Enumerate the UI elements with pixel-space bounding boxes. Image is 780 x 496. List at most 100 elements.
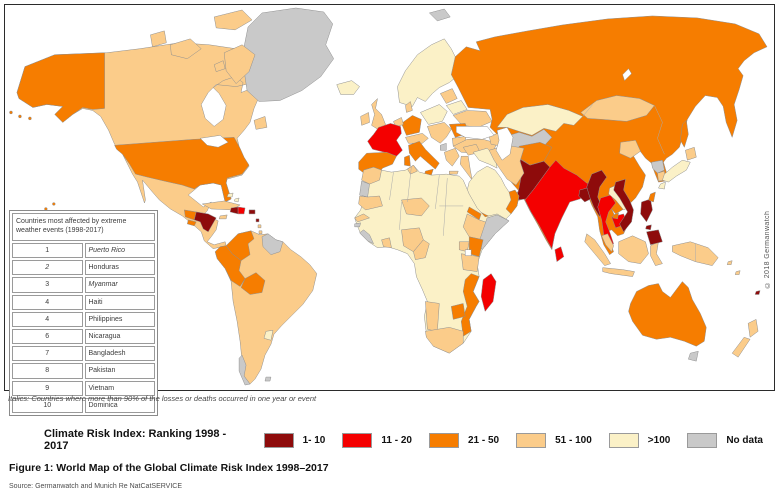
- source-line: Source: Germanwatch and Munich Re NatCat…: [9, 483, 183, 490]
- region-el-salvador: [187, 219, 197, 227]
- rank-cell: 4: [12, 294, 83, 310]
- region-bohai: [619, 140, 641, 159]
- rank-cell: 4: [12, 311, 83, 327]
- region-south-africa: [425, 327, 464, 354]
- region-ghana: [381, 237, 392, 248]
- region-svalbard: [429, 8, 451, 22]
- region-new-zealand: [731, 337, 751, 358]
- country-cell: Myanmar: [84, 277, 155, 293]
- region-dominican-republic: [237, 206, 246, 215]
- region-newfoundland: [253, 116, 268, 130]
- region-greece: [444, 148, 460, 167]
- figure-caption: Figure 1: World Map of the Global Climat…: [9, 462, 329, 474]
- region-morocco: [361, 166, 382, 185]
- region-southern-chile: [238, 354, 251, 386]
- world-map: [9, 7, 768, 386]
- region-thailand: [597, 194, 616, 248]
- region-sierra-leone-liberia: [359, 229, 374, 245]
- region-kazakhstan: [496, 104, 583, 136]
- region-indonesia: [584, 233, 611, 266]
- region-north-korea: [651, 159, 665, 174]
- country-cell: Philippines: [84, 311, 155, 327]
- region-bahamas: [233, 197, 240, 203]
- region-hawaii: [52, 202, 56, 206]
- region-tanzania: [460, 253, 480, 272]
- region-alaska: [16, 52, 105, 123]
- region-france: [367, 123, 403, 157]
- region-malaysia: [601, 233, 614, 252]
- region-bahamas: [226, 192, 234, 198]
- legend-item: 11 - 20: [342, 432, 412, 448]
- region-jamaica: [218, 214, 228, 220]
- region-indonesia: [602, 267, 635, 277]
- rank-cell: 8: [12, 363, 83, 379]
- legend-swatch: [687, 432, 718, 448]
- country-border-lines: [389, 104, 696, 262]
- region-japan-hokkaido: [685, 147, 697, 161]
- region-balkans: [427, 122, 452, 144]
- region-albania: [440, 143, 447, 151]
- region-philippines: [646, 229, 663, 246]
- table-row: 4 Philippines: [12, 311, 155, 327]
- legend-swatch: [428, 432, 459, 448]
- region-dominica: [255, 218, 260, 223]
- region-usa: [114, 137, 250, 203]
- legend-item: >100: [608, 432, 670, 448]
- region-falkland-islands: [264, 376, 272, 382]
- table-row: 6 Nicaragua: [12, 328, 155, 345]
- region-italy: [404, 154, 411, 167]
- region-zimbabwe: [451, 303, 466, 320]
- region-senegal: [354, 213, 370, 223]
- country-cell: Nicaragua: [84, 328, 155, 345]
- region-bolivia: [240, 272, 266, 295]
- legend-item: 1- 10: [263, 432, 326, 448]
- legend-label: No data: [726, 434, 763, 446]
- country-cell: Puerto Rico: [84, 243, 155, 259]
- copyright-text: © 2018 Germanwatch: [764, 210, 771, 288]
- table-row: 7 Bangladesh: [12, 346, 155, 362]
- region-greenland: [241, 7, 334, 102]
- ranking-table: Countries most affected by extreme weath…: [9, 210, 158, 416]
- region-indonesia: [618, 235, 649, 264]
- region-iran: [488, 145, 525, 186]
- region-italy: [408, 141, 440, 170]
- region-germany: [401, 115, 422, 136]
- table-row: 10 Dominica: [12, 397, 155, 413]
- region-australia: [628, 281, 707, 347]
- caspian-sea-water: [495, 127, 514, 161]
- table-row: 2 Honduras: [12, 260, 155, 276]
- region-somalia: [478, 214, 510, 250]
- region-hainan: [612, 212, 619, 220]
- legend-swatch: [516, 432, 547, 448]
- region-mongolia: [580, 95, 655, 122]
- region-tasmania: [688, 350, 699, 362]
- region-levant: [459, 155, 473, 181]
- region-namibia: [425, 301, 440, 332]
- legend-label: 1- 10: [302, 434, 326, 446]
- map-legend: Climate Risk Index: Ranking 1998 - 2017 …: [44, 428, 780, 452]
- region-aleutians: [18, 114, 22, 119]
- region-philippines: [640, 198, 653, 223]
- region-iceland: [336, 80, 360, 95]
- great-lakes-water: [199, 135, 229, 148]
- region-cameroon: [413, 239, 430, 260]
- region-madagascar: [480, 273, 497, 312]
- region-uk: [371, 98, 386, 131]
- region-sri-lanka: [554, 246, 565, 262]
- region-haiti: [229, 206, 239, 215]
- region-peru: [214, 245, 246, 287]
- rank-cell: 3: [12, 277, 83, 293]
- legend-swatch: [608, 432, 639, 448]
- legend-item: 51 - 100: [516, 432, 592, 448]
- region-greece: [449, 170, 459, 175]
- black-sea-water: [455, 126, 495, 140]
- rank-cell: 1: [12, 243, 83, 259]
- region-canadian-arctic: [223, 44, 256, 84]
- region-alpine-states: [405, 133, 429, 144]
- region-niger: [401, 197, 430, 217]
- region-taiwan: [648, 191, 656, 203]
- region-poland-czechia: [420, 104, 448, 125]
- rank-cell: 9: [12, 380, 83, 396]
- legend-swatch: [342, 432, 373, 448]
